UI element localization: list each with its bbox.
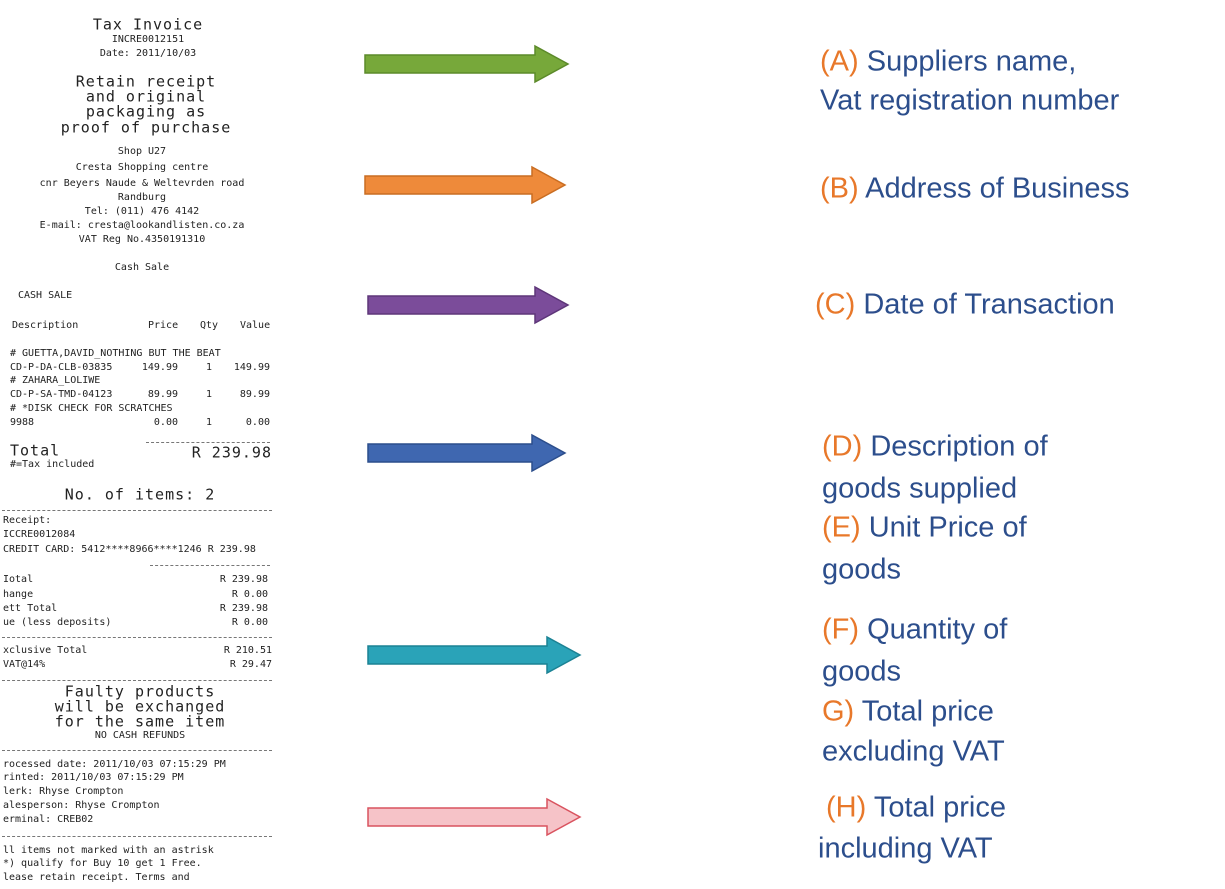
- label-line: excluding VAT: [822, 738, 1005, 767]
- label-letter: (E): [822, 512, 861, 544]
- label-line: Vat registration number: [820, 87, 1119, 116]
- label-letter: (D): [822, 431, 862, 463]
- label-line: (C) Date of Transaction: [815, 291, 1115, 320]
- page: Tax InvoiceINCRE0012151Date: 2011/10/03R…: [0, 0, 1225, 889]
- arrow-a: [365, 46, 568, 82]
- label-text: Quantity of: [867, 614, 1007, 646]
- arrow-f: [368, 637, 580, 673]
- label-letter: (B): [820, 173, 859, 205]
- label-letter: (C): [815, 289, 855, 321]
- label-letter: (F): [822, 614, 859, 646]
- label-text: Vat registration number: [820, 85, 1119, 117]
- label-line: (H) Total price: [826, 794, 1006, 823]
- label-text: Suppliers name,: [867, 46, 1077, 78]
- label-letter: (A): [820, 46, 859, 78]
- label-line: goods: [822, 658, 901, 687]
- label-text: Description of: [870, 431, 1047, 463]
- label-text: goods: [822, 554, 901, 586]
- label-line: (D) Description of: [822, 433, 1048, 462]
- label-text: Total price: [862, 696, 994, 728]
- label-line: goods supplied: [822, 475, 1017, 504]
- label-line: (B) Address of Business: [820, 175, 1130, 204]
- label-line: goods: [822, 556, 901, 585]
- label-text: Total price: [874, 792, 1006, 824]
- label-text: goods supplied: [822, 473, 1017, 505]
- label-line: (A) Suppliers name,: [820, 48, 1076, 77]
- label-line: including VAT: [818, 835, 993, 864]
- arrow-d: [368, 435, 565, 471]
- label-text: including VAT: [818, 833, 993, 865]
- label-line: G) Total price: [822, 698, 994, 727]
- label-text: Unit Price of: [869, 512, 1027, 544]
- label-line: (E) Unit Price of: [822, 514, 1027, 543]
- arrow-b: [365, 167, 565, 203]
- label-line: (F) Quantity of: [822, 616, 1007, 645]
- label-letter: G): [822, 696, 854, 728]
- label-letter: (H): [826, 792, 866, 824]
- label-text: goods: [822, 656, 901, 688]
- label-text: excluding VAT: [822, 736, 1005, 768]
- label-text: Address of Business: [865, 173, 1129, 205]
- arrow-h: [368, 799, 580, 835]
- arrow-c: [368, 287, 568, 323]
- label-text: Date of Transaction: [863, 289, 1114, 321]
